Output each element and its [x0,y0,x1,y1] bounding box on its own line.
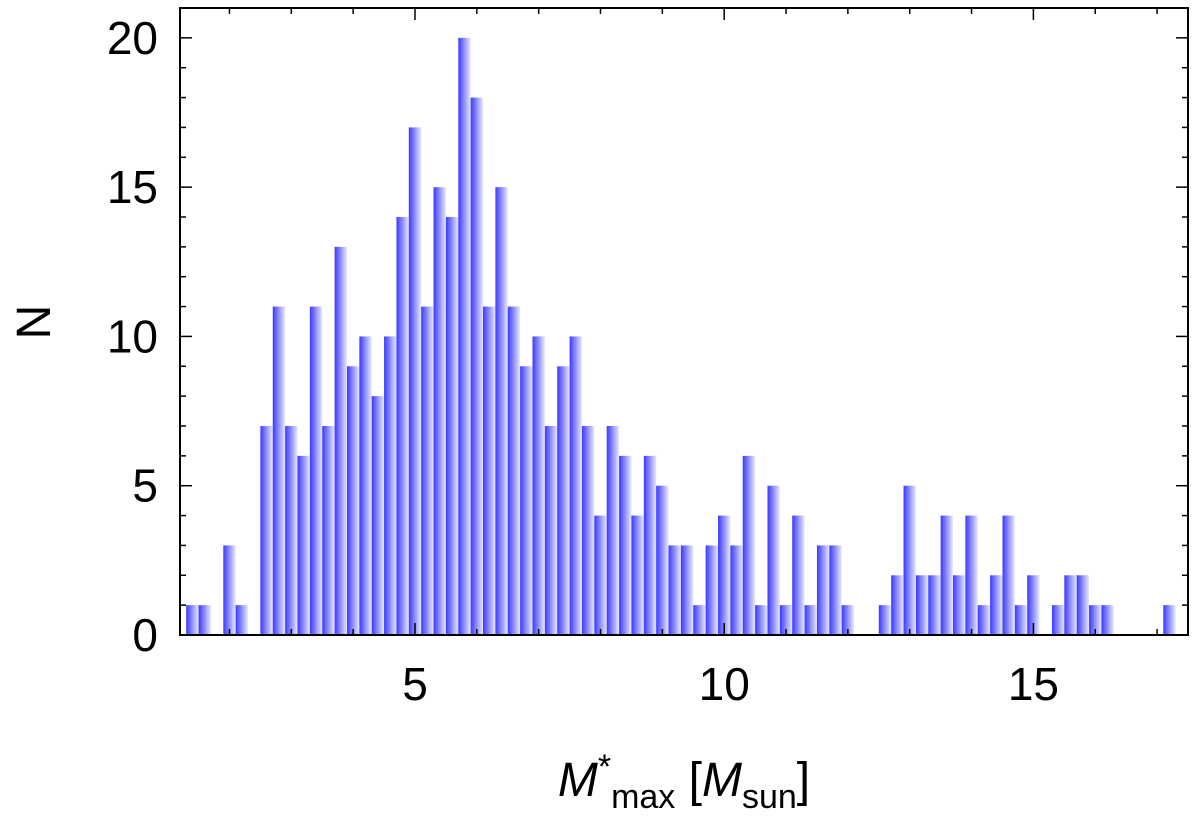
histogram-bar [755,605,768,635]
histogram-bar [1163,605,1176,635]
histogram-bar [965,515,978,635]
histogram-bar [186,605,199,635]
histogram-bar [495,187,508,635]
histogram-bar [346,366,360,635]
histogram-bar [569,336,582,635]
histogram-bar [928,575,941,635]
histogram-bar [520,366,533,635]
histogram-bar [297,455,310,635]
histogram-bar [680,545,694,635]
histogram-bar [557,366,570,635]
plot-frame [179,7,1189,636]
histogram-bar [581,426,595,635]
ticks-group: 5 10 15 0 5 10 15 20 [107,7,1188,710]
histogram-bar [408,127,422,635]
histogram-bar [915,575,929,635]
histogram-bar [445,217,459,635]
x-tick-label: 5 [402,658,428,710]
histogram-bar [668,545,681,635]
histogram-bar [767,485,780,635]
histogram-bar [841,605,855,635]
histogram-bar [594,515,607,635]
histogram-bar [334,246,347,635]
histogram-bar [1014,605,1028,635]
histogram-bar [804,605,817,635]
histogram-bar [544,426,558,635]
histogram-bar [384,336,397,635]
histogram-bar [953,575,966,635]
histogram-bar [396,217,409,635]
histogram-bar [903,485,916,635]
histogram-bar [1089,605,1102,635]
histogram-bar [359,336,372,635]
bars-group [186,37,1176,636]
histogram-bar [940,515,954,635]
histogram-bar [1002,515,1015,635]
histogram-bar [507,306,521,635]
histogram-bar [977,605,991,635]
histogram-bar [470,97,484,636]
histogram-bar [705,545,719,635]
histogram-bar [816,545,830,635]
histogram-bar [371,396,385,635]
y-tick-label: 15 [107,161,158,213]
histogram-bar [829,545,842,635]
histogram-bar [1076,575,1090,635]
histogram-bar [718,515,731,635]
x-tick-label: 15 [1008,658,1059,710]
histogram-bar [1051,605,1065,635]
histogram-bar [631,515,644,635]
histogram-bar [458,37,471,636]
y-axis-title: N [8,305,61,340]
histogram-bar [730,545,743,635]
histogram-bar [779,605,793,635]
histogram-bar [483,306,496,635]
histogram-bar [532,336,545,635]
histogram-bar [643,455,657,635]
histogram-bar [693,605,706,635]
histogram-bar [272,306,286,635]
y-tick-label: 5 [132,460,158,512]
y-tick-label: 0 [132,609,158,661]
histogram-bar [1064,575,1077,635]
histogram-bar [606,426,620,635]
histogram-bar [433,187,446,635]
histogram-bar [285,426,298,635]
x-tick-label: 10 [699,658,750,710]
histogram-bar [322,426,335,635]
x-axis-title: M*max [Msun] [558,748,810,816]
y-tick-label: 10 [107,310,158,362]
histogram-bar [421,306,434,635]
histogram-bar [198,605,211,635]
histogram-bar [656,485,669,635]
histogram-bar [878,605,892,635]
y-tick-label: 20 [107,12,158,64]
histogram-bar [990,575,1003,635]
histogram-bar [235,605,249,635]
histogram-bar [260,426,273,635]
histogram-bar [1027,575,1040,635]
histogram-bar [1101,605,1114,635]
histogram-bar [223,545,236,635]
histogram-bar [742,455,756,635]
histogram-bar [891,575,904,635]
histogram-bar [792,515,805,635]
histogram-bar [619,455,632,635]
histogram-bar [309,306,323,635]
